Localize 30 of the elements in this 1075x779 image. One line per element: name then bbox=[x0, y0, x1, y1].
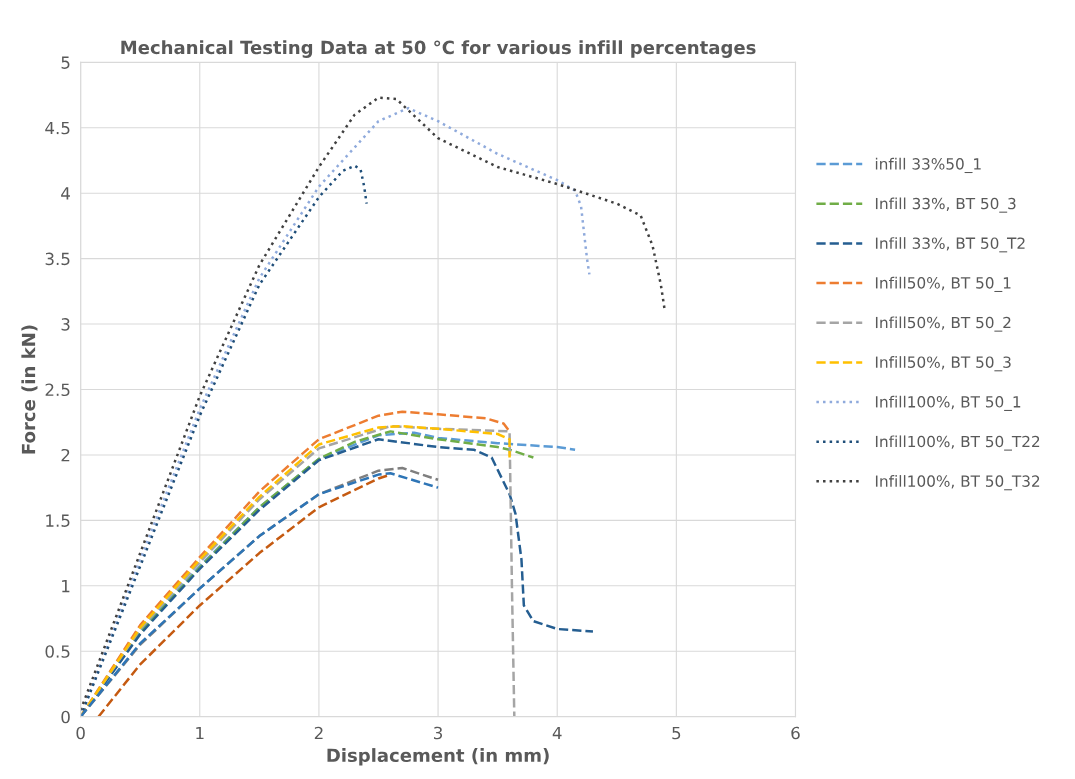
x-tick-label: 3 bbox=[434, 726, 443, 740]
y-tick-label: 0.5 bbox=[45, 645, 70, 658]
x-tick-label: 0 bbox=[76, 726, 85, 740]
chart-title: Mechanical Testing Data at 50 °C for various infill percentages bbox=[121, 40, 756, 58]
y-axis-title: Force (in kN) bbox=[21, 325, 38, 454]
y-tick-label: 3 bbox=[61, 318, 70, 331]
y-tick-label: 5 bbox=[61, 56, 70, 69]
y-tick-label: 4 bbox=[61, 187, 70, 200]
legend-label: Infill50%, BT 50_1 bbox=[875, 276, 1011, 293]
legend-label: infill 33%50_1 bbox=[875, 157, 981, 174]
x-axis-title: Displacement (in mm) bbox=[327, 748, 549, 766]
x-tick-label: 4 bbox=[552, 726, 562, 740]
y-tick-label: 3.5 bbox=[45, 252, 70, 266]
legend-label: Infill50%, BT 50_3 bbox=[875, 356, 1011, 372]
y-tick-label: 1 bbox=[62, 579, 70, 593]
x-tick-label: 5 bbox=[672, 726, 681, 740]
x-tick-label: 2 bbox=[314, 726, 323, 740]
legend-label: Infill100%, BT 50_1 bbox=[875, 395, 1021, 411]
y-tick-label: 1.5 bbox=[46, 514, 70, 527]
legend-label: Infill50%, BT 50_2 bbox=[875, 316, 1011, 332]
legend-label: Infill 33%, BT 50_3 bbox=[875, 197, 1016, 213]
y-tick-label: 2.5 bbox=[45, 383, 70, 397]
x-tick-label: 1 bbox=[196, 726, 204, 740]
legend-label: Infill 33%, BT 50_T2 bbox=[875, 237, 1025, 253]
x-tick-label: 6 bbox=[791, 726, 800, 740]
legend-label: Infill100%, BT 50_T22 bbox=[875, 435, 1040, 451]
y-tick-label: 4.5 bbox=[45, 121, 70, 135]
y-tick-label: 2 bbox=[61, 448, 70, 462]
legend-label: Infill100%, BT 50_T32 bbox=[875, 475, 1040, 491]
y-tick-label: 0 bbox=[61, 710, 70, 724]
